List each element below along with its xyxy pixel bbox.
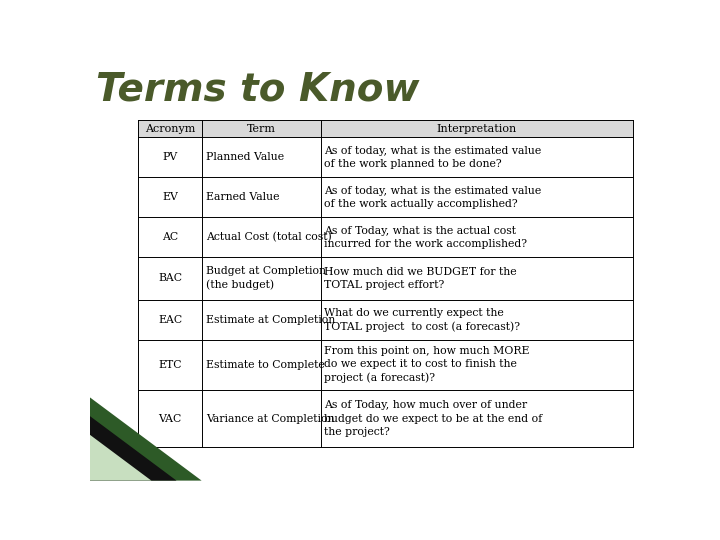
Text: Earned Value: Earned Value	[206, 192, 279, 202]
Text: Planned Value: Planned Value	[206, 152, 284, 162]
Text: ETC: ETC	[158, 360, 182, 370]
Text: BAC: BAC	[158, 273, 182, 284]
Polygon shape	[90, 397, 202, 481]
Text: Estimate at Completion: Estimate at Completion	[206, 315, 335, 325]
Text: Terms to Know: Terms to Know	[96, 71, 420, 109]
Text: VAC: VAC	[158, 414, 182, 423]
Text: Actual Cost (total cost): Actual Cost (total cost)	[206, 232, 331, 242]
Text: Acronym: Acronym	[145, 124, 195, 134]
Text: From this point on, how much MORE
do we expect it to cost to finish the
project : From this point on, how much MORE do we …	[324, 346, 530, 383]
Polygon shape	[90, 435, 151, 481]
Text: How much did we BUDGET for the
TOTAL project effort?: How much did we BUDGET for the TOTAL pro…	[324, 267, 517, 290]
Text: Variance at Completion: Variance at Completion	[206, 414, 334, 423]
Text: Interpretation: Interpretation	[436, 124, 517, 134]
Text: As of Today, what is the actual cost
incurred for the work accomplished?: As of Today, what is the actual cost inc…	[324, 226, 527, 249]
Polygon shape	[90, 416, 176, 481]
Text: Term: Term	[247, 124, 276, 134]
Bar	[138, 120, 632, 137]
Text: EV: EV	[162, 192, 178, 202]
Text: As of today, what is the estimated value
of the work planned to be done?: As of today, what is the estimated value…	[324, 146, 541, 169]
Text: EAC: EAC	[158, 315, 182, 325]
Text: Budget at Completion
(the budget): Budget at Completion (the budget)	[206, 266, 325, 291]
Text: Estimate to Complete: Estimate to Complete	[206, 360, 325, 370]
Text: PV: PV	[163, 152, 178, 162]
Text: What do we currently expect the
TOTAL project  to cost (a forecast)?: What do we currently expect the TOTAL pr…	[324, 308, 521, 332]
Text: As of today, what is the estimated value
of the work actually accomplished?: As of today, what is the estimated value…	[324, 186, 541, 209]
Text: AC: AC	[162, 232, 179, 242]
Text: As of Today, how much over of under
budget do we expect to be at the end of
the : As of Today, how much over of under budg…	[324, 401, 543, 437]
